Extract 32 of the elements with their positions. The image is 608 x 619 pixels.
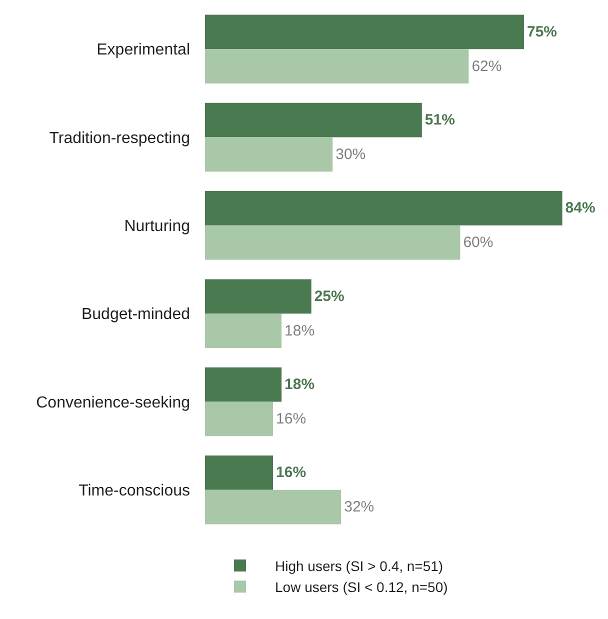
data-label: 30% [336, 146, 366, 163]
data-label: 75% [526, 23, 558, 40]
data-label: 25% [314, 288, 344, 305]
y-tick-label: Nurturing [124, 218, 190, 236]
data-label: 32% [344, 498, 374, 516]
data-label: 18% [284, 376, 315, 394]
bar [205, 402, 274, 436]
data-label: 60% [463, 234, 494, 252]
bar [205, 225, 460, 260]
bar [205, 14, 524, 50]
bar [205, 191, 562, 226]
bar [205, 314, 282, 348]
y-tick-label: Budget-minded [81, 306, 190, 324]
bar [205, 137, 333, 172]
bar [205, 490, 342, 524]
data-label: 16% [276, 410, 306, 428]
y-tick-label: Time-conscious [78, 482, 190, 500]
data-label: 51% [424, 112, 455, 129]
bar [205, 367, 282, 402]
legend-label: High users (SI > 0.4, n=51) [275, 558, 444, 574]
bar [205, 456, 274, 490]
bar [205, 102, 422, 138]
bar [205, 279, 312, 314]
y-tick-label: Tradition-respecting [49, 130, 190, 147]
data-label: 84% [565, 200, 596, 217]
data-label: 18% [284, 322, 315, 340]
y-tick-label: Convenience-seeking [36, 394, 190, 412]
data-label: 16% [276, 464, 306, 482]
legend-label: Low users (SI < 0.12, n=50) [275, 579, 448, 596]
y-tick-label: Experimental [96, 42, 190, 59]
data-label: 62% [472, 58, 502, 75]
bar [205, 49, 469, 84]
